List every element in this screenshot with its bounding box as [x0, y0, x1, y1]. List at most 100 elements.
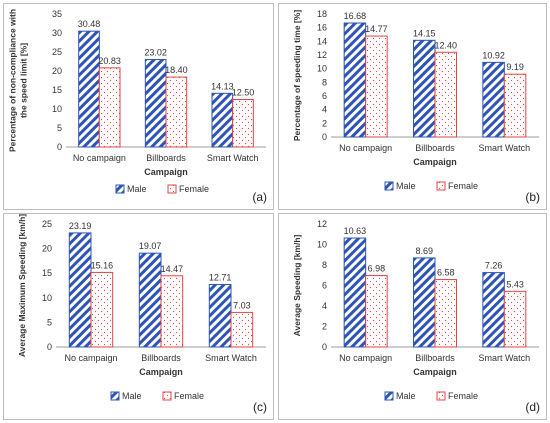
legend-swatch-male [115, 184, 125, 194]
y-tick-label: 6 [322, 91, 327, 101]
data-label: 18.40 [165, 65, 188, 75]
y-tick-label: 14 [317, 36, 327, 46]
chart-svg-b: 0 2 4 6 8 10 12 14 16 18 Percentage of speeding ti… [292, 9, 540, 204]
x-tick-label: Smart Watch [205, 353, 257, 363]
data-label: 30.48 [78, 19, 101, 29]
bar-female-0 [90, 271, 114, 348]
bar-female-2 [232, 99, 254, 148]
legend-label: Female [174, 391, 204, 401]
x-tick-label: Billboards [146, 153, 186, 163]
bar-male-0 [68, 232, 92, 348]
panel-label: (d) [525, 400, 540, 414]
x-tick-label: No campaign [73, 153, 126, 163]
y-tick-label: 12 [317, 219, 327, 229]
x-tick-label: No campaign [339, 353, 392, 363]
y-tick-label: 0 [322, 342, 327, 352]
bar-male-2 [208, 283, 232, 348]
data-label: 12.40 [434, 40, 457, 50]
y-tick-label: 0 [57, 142, 62, 152]
y-tick-label: 35 [52, 9, 62, 19]
data-label: 12.50 [232, 88, 255, 98]
data-label: 10.63 [344, 226, 367, 236]
data-label: 14.15 [413, 28, 436, 38]
legend-label: Female [179, 184, 209, 194]
y-tick-label: 20 [42, 244, 52, 254]
bar-male-0 [343, 237, 367, 348]
chart-panel-b: 0 2 4 6 8 10 12 14 16 18 Percentage of speeding ti… [278, 3, 547, 210]
data-label: 14.47 [161, 264, 184, 274]
y-axis-label-line: Percentage of speeding time [%] [292, 10, 302, 141]
y-axis-label: Percentage of speeding time [%] [292, 10, 302, 141]
y-ticks: 0 5 10 15 20 25 [42, 219, 52, 352]
y-tick-label: 15 [42, 268, 52, 278]
x-tick-label: Smart Watch [478, 143, 530, 153]
data-label: 15.16 [91, 260, 114, 270]
legend: Male Female [115, 184, 209, 194]
y-axis-label-line: Average Speeding [km/h] [292, 234, 302, 336]
y-tick-label: 0 [47, 342, 52, 352]
y-tick-label: 5 [47, 317, 52, 327]
y-tick-label: 2 [322, 322, 327, 332]
y-axis-label-line: the speed limit [%] [19, 43, 29, 118]
legend-swatch-male [384, 391, 394, 401]
y-tick-label: 10 [42, 293, 52, 303]
legend-swatch-male [110, 391, 120, 401]
data-label: 14.77 [365, 24, 388, 34]
legend-label: Male [127, 184, 147, 194]
y-tick-label: 5 [57, 123, 62, 133]
y-ticks: 0 2 4 6 8 10 12 [317, 219, 327, 352]
bar-female-0 [365, 274, 388, 348]
bar-female-0 [365, 35, 388, 138]
y-tick-label: 15 [52, 85, 62, 95]
y-tick-label: 6 [322, 281, 327, 291]
legend-label: Male [396, 391, 416, 401]
bar-male-1 [413, 257, 436, 348]
data-label: 7.26 [485, 261, 503, 271]
legend: Male Female [110, 391, 204, 401]
x-axis-label: Campaign [413, 157, 457, 167]
legend-swatch-male [384, 181, 394, 191]
data-label: 6.58 [437, 268, 455, 278]
y-tick-label: 10 [52, 104, 62, 114]
x-tick-label: No campaign [64, 353, 117, 363]
x-tick-label: Billboards [141, 353, 181, 363]
bar-male-1 [138, 252, 162, 348]
bar-female-1 [165, 76, 188, 148]
data-label: 8.69 [415, 246, 433, 256]
data-label: 16.68 [344, 11, 367, 21]
panel-label: (b) [525, 190, 540, 204]
x-axis-label: Campaign [413, 367, 457, 377]
y-tick-label: 12 [317, 50, 327, 60]
bar-female-1 [434, 51, 457, 138]
x-axis-label: Campaign [139, 367, 183, 377]
x-tick-label: Billboards [415, 353, 455, 363]
bar-female-1 [434, 279, 457, 348]
legend: Male Female [384, 391, 478, 401]
data-label: 19.07 [139, 241, 162, 251]
bar-male-1 [144, 59, 167, 148]
panel-label: (c) [253, 400, 267, 414]
bar-male-2 [482, 272, 505, 348]
y-tick-label: 25 [52, 47, 62, 57]
data-label: 6.98 [368, 263, 386, 273]
legend-label: Female [448, 181, 478, 191]
legend-label: Male [396, 181, 416, 191]
chart-svg-a: 0 5 10 15 20 25 30 35 Percentage of non-complian… [8, 9, 268, 204]
chart-svg-c: 0 5 10 15 20 25 Average Maximum Speeding [km/h… [17, 214, 267, 414]
bar-male-0 [343, 22, 367, 138]
data-label: 9.19 [506, 62, 524, 72]
y-tick-label: 10 [317, 64, 327, 74]
bar-male-2 [211, 92, 234, 148]
panel-label: (a) [252, 190, 267, 204]
legend-swatch-female [162, 391, 172, 401]
chart-panel-c: 0 5 10 15 20 25 Average Maximum Speeding [km/h… [3, 213, 274, 420]
y-tick-label: 16 [317, 23, 327, 33]
bar-male-0 [78, 30, 100, 148]
y-axis-label: Percentage of non-compliance with the spe… [8, 9, 29, 152]
y-axis-label: Average Speeding [km/h] [292, 234, 302, 336]
data-label: 10.92 [482, 50, 505, 60]
y-ticks: 0 5 10 15 20 25 30 35 [52, 9, 62, 152]
y-tick-label: 2 [322, 118, 327, 128]
data-label: 14.13 [211, 81, 234, 91]
legend-swatch-female [436, 391, 446, 401]
